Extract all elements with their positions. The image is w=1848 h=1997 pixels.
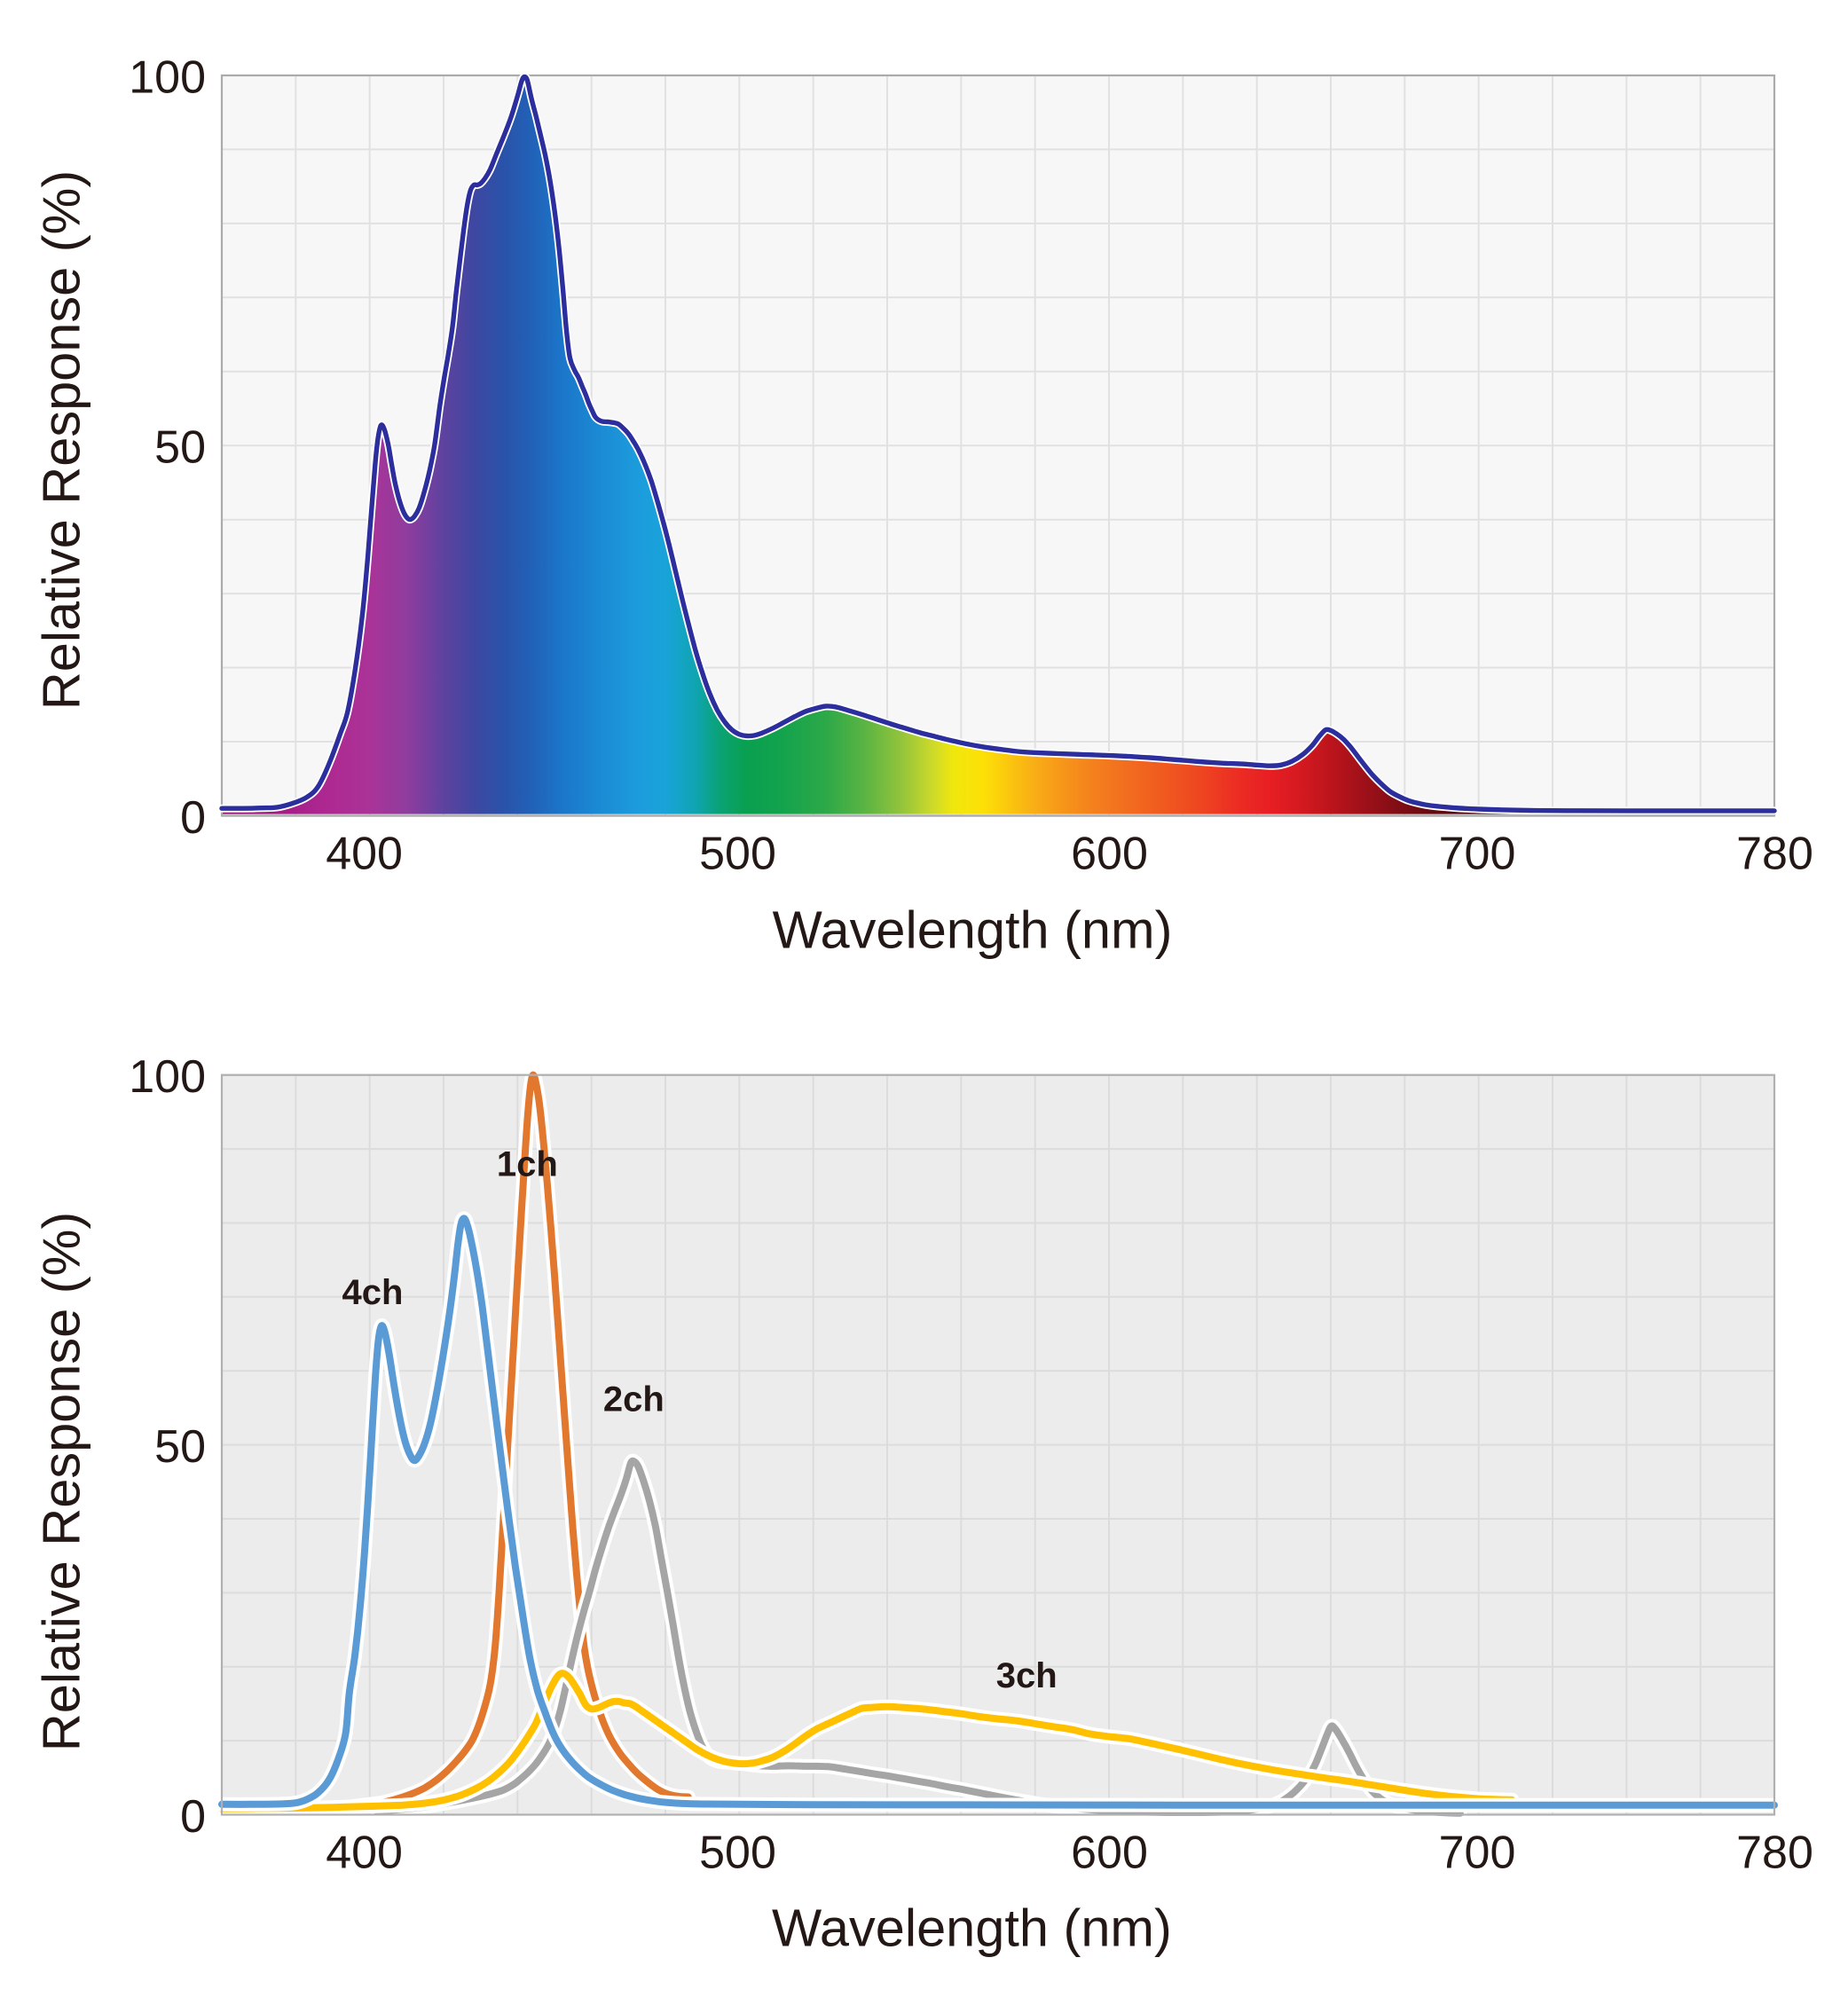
svg-text:400: 400	[326, 829, 403, 880]
svg-text:600: 600	[1071, 829, 1148, 880]
svg-text:1ch: 1ch	[497, 1145, 558, 1184]
svg-text:50: 50	[154, 422, 206, 474]
svg-text:100: 100	[129, 51, 206, 103]
svg-text:Wavelength (nm): Wavelength (nm)	[772, 1899, 1172, 1958]
svg-text:50: 50	[154, 1421, 206, 1473]
svg-text:500: 500	[699, 829, 776, 880]
svg-text:700: 700	[1439, 1828, 1516, 1879]
svg-text:Relative Response (%): Relative Response (%)	[32, 1212, 91, 1751]
svg-text:0: 0	[180, 792, 206, 844]
svg-text:780: 780	[1736, 1828, 1813, 1879]
svg-text:0: 0	[180, 1791, 206, 1843]
svg-text:600: 600	[1071, 1828, 1148, 1879]
svg-text:500: 500	[699, 1828, 776, 1879]
svg-text:Relative Response (%): Relative Response (%)	[32, 170, 91, 710]
svg-text:2ch: 2ch	[603, 1380, 664, 1419]
svg-text:780: 780	[1736, 829, 1813, 880]
svg-text:400: 400	[326, 1828, 403, 1879]
svg-text:4ch: 4ch	[342, 1273, 404, 1312]
svg-text:100: 100	[129, 1051, 206, 1103]
svg-text:700: 700	[1439, 829, 1516, 880]
svg-text:3ch: 3ch	[996, 1656, 1058, 1695]
svg-text:Wavelength (nm): Wavelength (nm)	[773, 900, 1173, 960]
